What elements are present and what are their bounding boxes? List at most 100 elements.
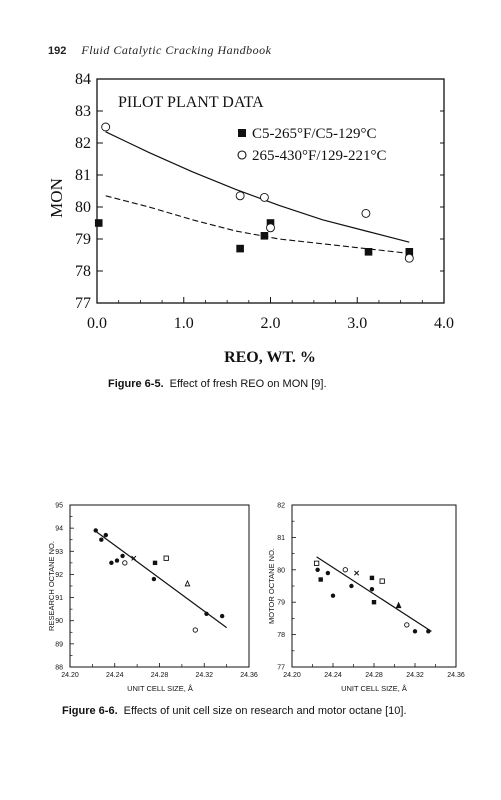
x-tick-label: 24.20	[283, 672, 301, 679]
trend-line	[94, 529, 227, 629]
data-point-filled-square	[236, 244, 244, 253]
data-point-filled-square	[94, 219, 103, 227]
data-point-filled-square	[405, 248, 414, 256]
caption-text: Effect of fresh REO on MON [9].	[169, 378, 327, 390]
data-point-open-circle	[122, 560, 128, 566]
data-point-open-circle	[259, 192, 269, 202]
page-number: 192	[48, 45, 67, 57]
y-tick-label: 95	[55, 503, 63, 510]
data-point-filled-circle	[330, 593, 336, 598]
x-tick-label: 24.20	[61, 672, 79, 679]
x-tick-label: 24.36	[447, 672, 465, 679]
data-point-filled-circle	[99, 537, 104, 542]
data-point-open-triangle	[184, 579, 191, 587]
y-tick-label: 79	[277, 600, 285, 607]
y-axis-label: MOTOR OCTANE NO.	[267, 548, 276, 624]
data-point-filled-square	[369, 575, 375, 581]
y-tick-label: 88	[55, 665, 63, 672]
legend-marker-open-circle	[237, 150, 247, 160]
data-point-filled-circle	[426, 629, 431, 634]
x-tick-label: 24.28	[151, 672, 169, 679]
x-axis-label: REO, WT. %	[224, 349, 316, 366]
data-point-filled-square	[260, 232, 269, 240]
y-tick-label: 77	[75, 295, 91, 312]
y-tick-label: 79	[75, 231, 91, 248]
x-tick-label: 4.0	[434, 315, 454, 332]
y-tick-label: 81	[277, 535, 285, 542]
y-tick-label: 84	[75, 71, 91, 88]
y-tick-label: 89	[55, 641, 63, 648]
x-tick-label: 3.0	[347, 315, 367, 332]
page-header: 192 Fluid Catalytic Cracking Handbook	[48, 43, 272, 58]
figure-6-6-research-chart: 24.20 24.24 24.28 24.32 24.36 88 89 90 91 92 93 94 9…	[47, 503, 258, 694]
trend-line-light-naphtha	[105, 195, 410, 254]
data-point-filled-circle	[93, 528, 98, 533]
legend-entry-light-naphtha: C5-265°F/C5-129°C	[252, 126, 377, 142]
y-tick-label: 80	[75, 199, 91, 216]
y-tick-label: 82	[277, 503, 285, 510]
data-point-filled-circle	[103, 532, 109, 538]
data-point-filled-square	[266, 219, 275, 227]
y-tick-label: 77	[277, 665, 285, 672]
x-axis-label: UNIT CELL SIZE, Å	[127, 684, 193, 693]
y-tick-label: 93	[55, 549, 63, 556]
data-point-open-circle	[404, 622, 410, 628]
x-tick-label: 24.28	[365, 672, 383, 679]
y-tick-label: 92	[55, 572, 63, 579]
book-title: Fluid Catalytic Cracking Handbook	[81, 43, 272, 57]
data-point-filled-circle	[315, 567, 320, 572]
legend-entry-high-boiling: 265-430°F/129-221°C	[252, 148, 387, 164]
x-tick-label: 24.24	[106, 672, 124, 679]
figure-6-5-caption: Figure 6-5. Effect of fresh REO on MON [9…	[108, 378, 327, 390]
data-point-open-square	[313, 560, 320, 566]
x-tick-label: 24.24	[324, 672, 342, 679]
data-point-filled-triangle	[395, 601, 402, 609]
y-tick-label: 83	[75, 103, 91, 120]
data-point-open-circle	[235, 191, 245, 201]
data-point-filled-circle	[151, 576, 157, 582]
data-point-open-circle	[266, 223, 275, 233]
data-point-filled-circle	[412, 629, 418, 634]
trend-line	[316, 556, 432, 632]
data-point-filled-circle	[219, 613, 225, 619]
x-axis-label: UNIT CELL SIZE, Å	[341, 684, 407, 693]
data-point-filled-circle	[325, 570, 331, 576]
x-tick-label: 24.32	[195, 672, 213, 679]
caption-label: Figure 6-5.	[108, 378, 164, 390]
data-point-filled-square	[318, 577, 323, 582]
y-tick-label: 82	[75, 135, 91, 152]
caption-text: Effects of unit cell size on research an…	[123, 705, 407, 717]
chart-title: PILOT PLANT DATA	[118, 94, 264, 111]
trend-line-high-boiling	[105, 131, 410, 243]
data-point-open-square	[379, 578, 385, 584]
y-tick-label: 94	[55, 526, 63, 533]
caption-label: Figure 6-6.	[62, 705, 118, 717]
legend-marker-filled-square	[238, 129, 246, 137]
figure-6-6-caption: Figure 6-6. Effects of unit cell size on …	[62, 705, 407, 717]
data-point-open-circle	[404, 253, 414, 263]
y-tick-label: 90	[55, 618, 63, 625]
data-point-open-circle	[342, 567, 348, 573]
data-point-filled-square	[364, 248, 373, 256]
y-tick-label: 91	[55, 595, 63, 602]
data-point-cross	[354, 570, 360, 576]
data-point-open-circle	[361, 208, 371, 218]
x-tick-label: 2.0	[261, 315, 281, 332]
figure-6-5-chart: 0.0 1.0 2.0 3.0 4.0 77 78 79 80 81 82 83 84 PILOT PL…	[47, 71, 454, 366]
plot-frame	[291, 504, 457, 668]
plot-frame	[96, 78, 445, 304]
figure-6-6-motor-chart: 24.20 24.24 24.28 24.32 24.36 77 78 79 80 81 82 MO…	[267, 503, 465, 694]
data-point-filled-circle	[369, 587, 375, 592]
x-tick-label: 0.0	[87, 315, 107, 332]
y-tick-label: 80	[277, 567, 285, 574]
data-point-open-circle	[101, 122, 111, 132]
x-tick-label: 1.0	[174, 315, 194, 332]
data-point-cross	[131, 555, 137, 561]
data-point-open-square	[163, 555, 169, 561]
x-tick-label: 24.36	[240, 672, 258, 679]
data-point-filled-circle	[204, 611, 209, 616]
y-tick-label: 78	[75, 263, 91, 280]
y-axis-label: MON	[47, 178, 66, 218]
data-point-filled-square	[371, 600, 377, 605]
data-point-filled-circle	[120, 553, 125, 559]
